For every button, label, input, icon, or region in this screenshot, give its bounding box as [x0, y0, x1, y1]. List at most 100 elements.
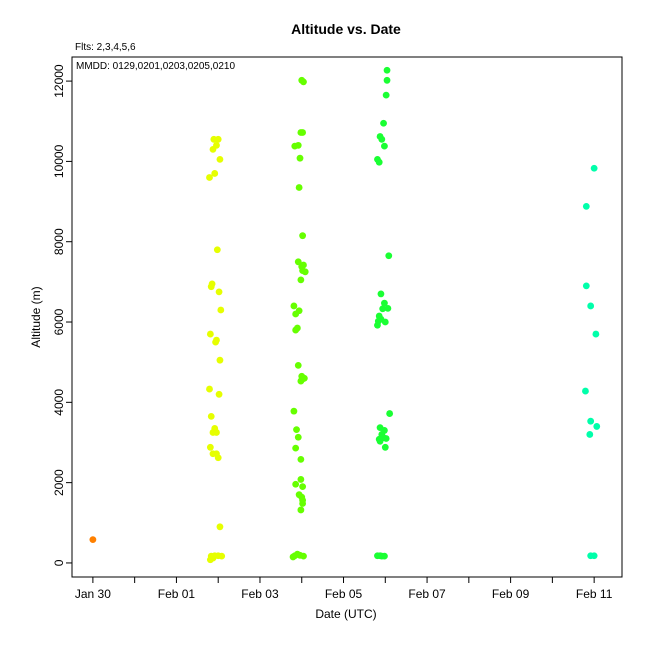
- data-point: [212, 338, 219, 346]
- data-point: [207, 283, 215, 291]
- data-point: [300, 78, 307, 86]
- data-point: [590, 164, 598, 172]
- data-point: [297, 506, 305, 514]
- data-point: [300, 261, 307, 269]
- x-tick-label: Feb 09: [492, 587, 530, 601]
- data-point: [381, 318, 389, 326]
- data-point: [206, 330, 214, 338]
- data-point: [297, 476, 305, 483]
- data-point: [380, 119, 387, 127]
- data-point: [381, 299, 388, 307]
- data-point: [587, 302, 595, 310]
- data-point: [292, 444, 300, 452]
- data-point: [289, 553, 297, 561]
- x-tick-label: Feb 03: [241, 587, 279, 601]
- x-tick-label: Feb 05: [325, 587, 363, 601]
- data-point: [211, 170, 219, 177]
- data-point: [299, 232, 307, 240]
- y-tick-label: 4000: [52, 389, 66, 416]
- data-point: [214, 454, 222, 462]
- data-point: [377, 290, 385, 298]
- data-point: [292, 310, 300, 318]
- data-point: [376, 437, 384, 445]
- data-point: [216, 356, 224, 364]
- data-point: [386, 410, 394, 417]
- data-point: [381, 552, 388, 560]
- data-point: [297, 455, 305, 463]
- data-point: [593, 423, 601, 430]
- data-point: [215, 288, 223, 296]
- x-tick-label: Feb 01: [158, 587, 196, 601]
- data-point: [299, 500, 307, 507]
- y-tick-label: 2000: [52, 469, 66, 496]
- data-point: [206, 385, 213, 393]
- data-point: [592, 330, 600, 338]
- data-point: [292, 480, 300, 488]
- data-point: [294, 433, 302, 441]
- data-point: [293, 426, 300, 434]
- data-point: [214, 135, 222, 143]
- data-point: [381, 142, 388, 150]
- data-point: [294, 361, 302, 369]
- data-point: [216, 523, 224, 531]
- data-point: [216, 155, 224, 163]
- data-point: [299, 483, 307, 491]
- data-point: [382, 435, 390, 442]
- data-point: [296, 154, 304, 162]
- data-point: [381, 443, 389, 451]
- data-point: [586, 431, 594, 438]
- data-point: [207, 412, 215, 420]
- data-point: [379, 305, 387, 313]
- data-point: [299, 129, 307, 136]
- data-point: [206, 174, 213, 181]
- data-point: [587, 417, 595, 425]
- data-point: [375, 158, 383, 166]
- chart-title: Altitude vs. Date: [291, 21, 401, 37]
- flights-note: Flts: 2,3,4,5,6: [75, 42, 136, 53]
- data-point: [384, 304, 392, 312]
- data-point: [218, 552, 226, 560]
- y-axis-label: Altitude (m): [29, 286, 43, 347]
- data-point: [297, 377, 305, 385]
- y-tick-label: 12000: [52, 64, 66, 98]
- data-point: [382, 91, 390, 99]
- data-point: [290, 302, 298, 310]
- x-axis: Jan 30 Feb 01 Feb 03 Feb 05 Feb 07 Feb 09 Feb …: [75, 577, 613, 601]
- y-tick-label: 8000: [52, 228, 66, 255]
- y-tick-label: 10000: [52, 144, 66, 178]
- data-point: [582, 387, 589, 395]
- data-point: [300, 552, 307, 560]
- data-point: [582, 202, 590, 210]
- data-point: [217, 306, 225, 314]
- data-point: [294, 141, 302, 149]
- x-tick-label: Feb 07: [408, 587, 446, 601]
- data-point: [297, 276, 305, 284]
- data-point: [301, 268, 309, 276]
- data-point: [292, 326, 300, 334]
- data-points: [89, 66, 601, 564]
- data-point: [295, 184, 303, 191]
- data-point: [215, 390, 223, 398]
- x-tick-label: Jan 30: [75, 587, 111, 601]
- plot-frame: [71, 56, 623, 578]
- data-point: [290, 407, 298, 415]
- data-point: [294, 258, 302, 266]
- data-point: [213, 246, 221, 254]
- data-point: [89, 536, 97, 544]
- x-axis-label: Date (UTC): [315, 607, 376, 621]
- data-point: [383, 66, 391, 74]
- data-point: [378, 135, 386, 143]
- data-point: [213, 429, 220, 436]
- dates-note: MMDD: 0129,0201,0203,0205,0210: [76, 61, 235, 72]
- data-point: [213, 141, 220, 149]
- data-point: [385, 252, 393, 260]
- data-point: [374, 321, 381, 329]
- data-point: [582, 282, 590, 290]
- data-point: [206, 443, 214, 451]
- data-point: [383, 76, 391, 84]
- y-axis: 0 2000 4000 6000 8000 10000 12000: [52, 64, 72, 566]
- data-point: [590, 552, 598, 560]
- y-tick-label: 6000: [52, 308, 66, 335]
- y-tick-label: 0: [52, 559, 66, 566]
